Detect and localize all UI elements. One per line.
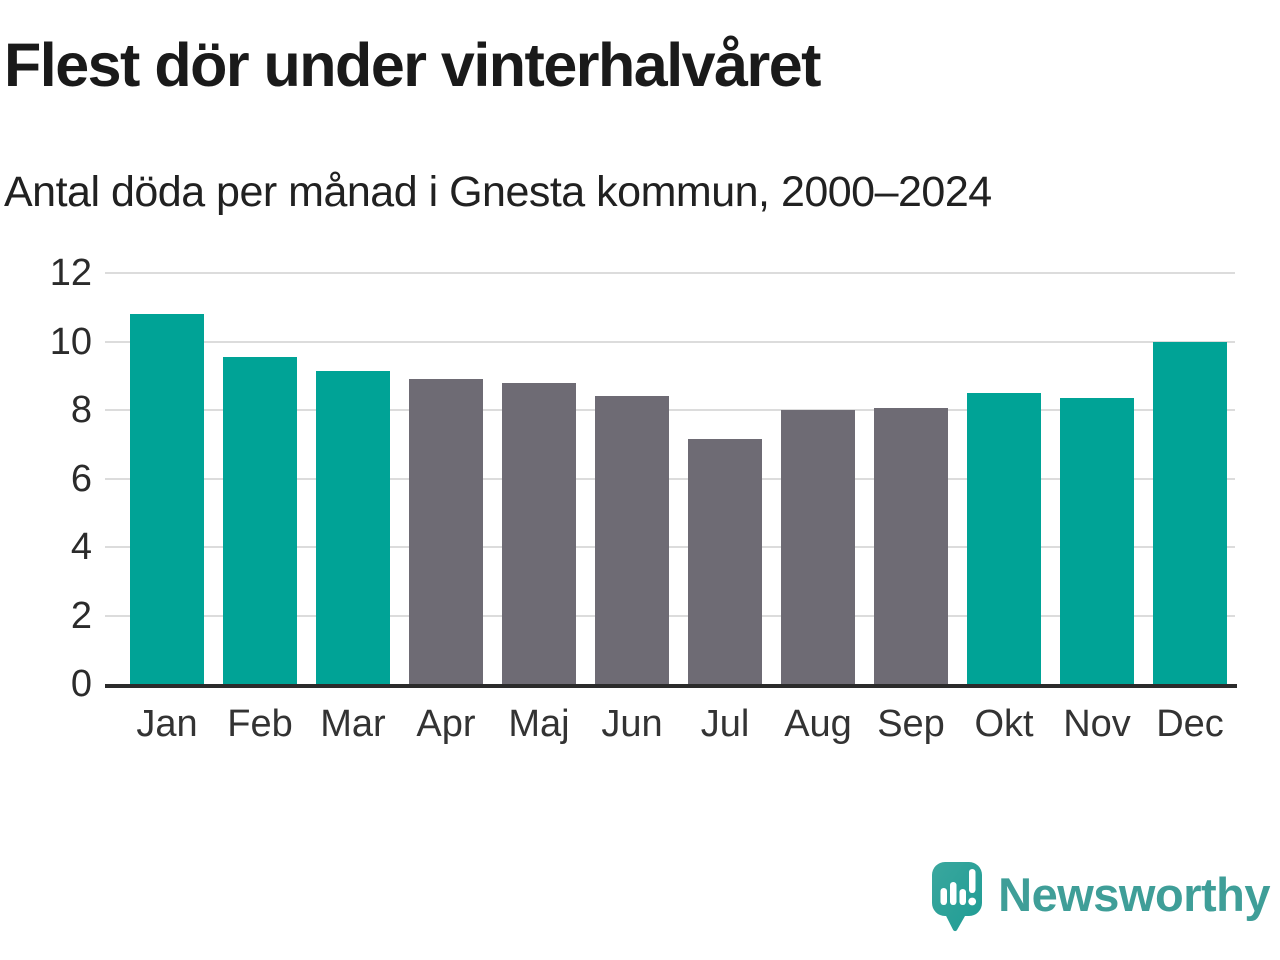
chart-subtitle: Antal döda per månad i Gnesta kommun, 20… — [4, 168, 992, 216]
bar-aug — [781, 410, 855, 684]
x-tick-label-okt: Okt — [974, 703, 1034, 745]
y-tick-label-2: 2 — [70, 594, 92, 637]
bar-maj — [502, 382, 576, 684]
bar-sep — [874, 408, 948, 684]
gridline-y4 — [105, 546, 1235, 548]
bar-okt — [967, 392, 1041, 684]
bar-jan — [130, 314, 204, 684]
x-tick-label-mar: Mar — [320, 703, 386, 745]
x-tick-label-sep: Sep — [877, 703, 945, 745]
y-tick-label-12: 12 — [49, 252, 92, 294]
x-tick-label-jan: Jan — [136, 703, 198, 745]
x-tick-label-aug: Aug — [784, 703, 852, 745]
newsworthy-logo: Newsworthy — [930, 860, 1270, 934]
y-tick-label-4: 4 — [70, 526, 92, 568]
bar-nov — [1060, 398, 1134, 684]
x-tick-label-jun: Jun — [601, 703, 663, 745]
bar-dec — [1153, 341, 1227, 684]
x-tick-label-maj: Maj — [508, 703, 570, 745]
bar-feb — [223, 356, 297, 684]
bar-apr — [409, 379, 483, 684]
x-tick-label-feb: Feb — [227, 703, 293, 745]
gridline-y12 — [105, 272, 1235, 274]
y-tick-label-8: 8 — [70, 389, 92, 431]
bar-jun — [595, 396, 669, 684]
y-tick-label-6: 6 — [70, 457, 92, 500]
y-tick-label-0: 0 — [70, 663, 92, 705]
x-tick-label-dec: Dec — [1156, 703, 1224, 745]
x-tick-label-jul: Jul — [700, 703, 750, 745]
newsworthy-logo-text: Newsworthy — [998, 867, 1270, 921]
bar-chart: 0 2 4 6 8 10 12 Jan Feb Mar Apr Maj Jun Jul Aug Sep Okt… — [0, 253, 1280, 763]
gridline-y8 — [105, 409, 1235, 411]
gridline-y6 — [105, 477, 1235, 480]
x-tick-label-nov: Nov — [1063, 703, 1131, 745]
bar-mar — [316, 370, 390, 684]
newsworthy-logo-icon — [932, 862, 983, 932]
x-axis-line — [105, 684, 1237, 688]
x-tick-label-apr: Apr — [416, 703, 476, 745]
gridline-y2 — [105, 614, 1235, 617]
gridline-y10 — [105, 340, 1235, 343]
y-tick-label-10: 10 — [49, 320, 92, 363]
chart-title: Flest dör under vinterhalvåret — [4, 31, 822, 99]
bar-jul — [688, 439, 762, 684]
